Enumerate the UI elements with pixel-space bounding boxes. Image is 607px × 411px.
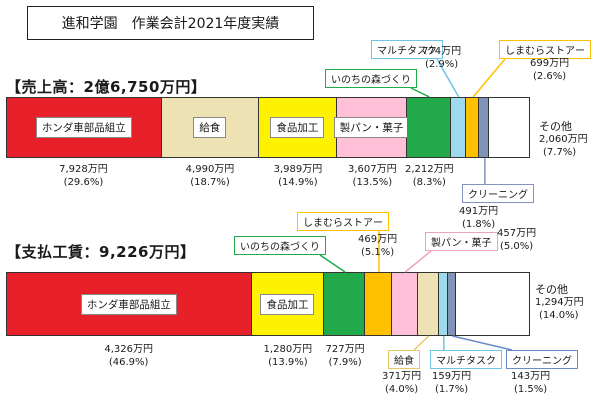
value-label: 774万円 (2.9%) (422, 46, 462, 70)
callout-wages-4: 製パン・菓子 (425, 232, 498, 251)
bar-segment-sales-1: 給食 (161, 98, 259, 157)
value-label: 159万円 (1.7%) (432, 371, 472, 395)
bar-segment-wages-5 (417, 273, 439, 335)
bar-segment-sales-0: ホンダ車部品組立 (7, 98, 162, 157)
bar-segment-wages-3 (365, 273, 392, 335)
callout-wages-5: 給食 (388, 350, 420, 369)
leader-line (472, 58, 506, 98)
bar-segment-wages-2 (324, 273, 366, 335)
callout-wages-6: マルチタスク (430, 350, 502, 369)
callout-sales-6: しまむらストアー (499, 40, 591, 59)
bar-segment-wages-0: ホンダ車部品組立 (7, 273, 252, 335)
other-label: その他 2,060万円 (7.7%) (539, 120, 588, 158)
value-label: 371万円 (4.0%) (382, 371, 422, 395)
callout-wages-3: しまむらストアー (297, 212, 389, 231)
value-label: 3,989万円 (14.9%) (273, 164, 323, 188)
chart-title: 進和学園 作業会計2021年度実績 (27, 6, 314, 40)
segment-category-label: ホンダ車部品組立 (35, 117, 132, 138)
callout-sales-7: クリーニング (462, 184, 534, 203)
value-label: 699万円 (2.6%) (530, 58, 570, 82)
value-label: 727万円 (7.9%) (325, 344, 365, 368)
bar-segment-wages-1: 食品加工 (251, 273, 325, 335)
leader-line (319, 254, 346, 273)
value-label: 2,212万円 (8.3%) (405, 164, 454, 188)
bar-segment-sales-8 (488, 98, 529, 157)
sales-section-title: 【売上高：2億6,750万円】 (6, 78, 207, 96)
value-label: 469万円 (5.1%) (358, 234, 398, 258)
value-label: 1,280万円 (13.9%) (263, 344, 313, 368)
callout-wages-7: クリーニング (506, 350, 578, 369)
callout-wages-2: いのちの森づくり (234, 236, 326, 255)
bar-segment-sales-3: 製パン・菓子 (333, 98, 410, 157)
other-label: その他 1,294万円 (14.0%) (535, 283, 584, 321)
wages-section-title: 【支払工賃：9,226万円】 (6, 243, 196, 261)
bar-segment-sales-4 (407, 98, 451, 157)
bar-segment-wages-8 (455, 273, 529, 335)
callout-sales-5: マルチタスク (371, 40, 443, 59)
segment-category-label: 食品加工 (270, 117, 325, 138)
value-label: 491万円 (1.8%) (459, 206, 499, 230)
value-label: 4,990万円 (18.7%) (185, 164, 235, 188)
leader-line (452, 335, 513, 351)
bar-segment-sales-5 (450, 98, 466, 157)
value-label: 143万円 (1.5%) (511, 371, 551, 395)
bar-segment-sales-2: 食品加工 (258, 98, 337, 157)
value-label: 457万円 (5.0%) (497, 228, 537, 252)
bar-segment-sales-6 (465, 98, 480, 157)
bar-segment-wages-7 (447, 273, 456, 335)
bar-segment-wages-4 (391, 273, 418, 335)
segment-category-label: 製パン・菓子 (333, 117, 410, 138)
value-label: 7,928万円 (29.6%) (59, 164, 108, 188)
segment-category-label: 給食 (193, 117, 227, 138)
segment-category-label: ホンダ車部品組立 (80, 293, 177, 315)
leader-line (413, 335, 430, 351)
wages-bar: ホンダ車部品組立 食品加工 (6, 272, 530, 336)
sales-bar: ホンダ車部品組立 給食 食品加工 製パン・菓子 (6, 97, 530, 158)
callout-sales-4: いのちの森づくり (325, 69, 417, 88)
leader-line (404, 250, 432, 273)
bar-segment-sales-7 (479, 98, 489, 157)
leader-line (410, 87, 430, 98)
segment-category-label: 食品加工 (260, 293, 315, 315)
value-label: 4,326万円 (46.9%) (104, 344, 153, 368)
bar-segment-wages-6 (438, 273, 448, 335)
value-label: 3,607万円 (13.5%) (348, 164, 397, 188)
